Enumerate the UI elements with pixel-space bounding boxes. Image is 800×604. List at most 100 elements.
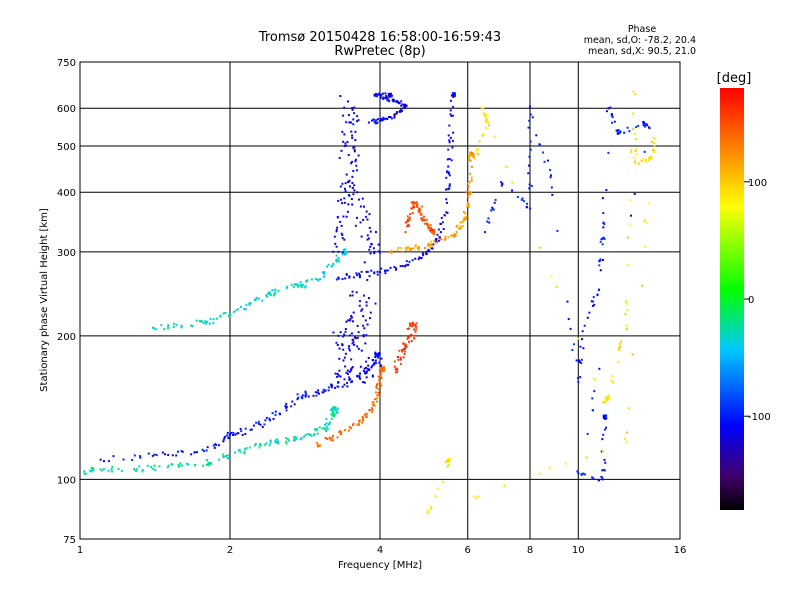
data-point: [422, 218, 425, 221]
data-point: [328, 437, 331, 440]
data-point: [209, 317, 212, 320]
y-tick-label: 300: [57, 248, 76, 259]
data-point: [470, 165, 473, 168]
data-point: [373, 94, 376, 97]
data-point: [335, 260, 338, 263]
data-point: [154, 469, 157, 472]
data-point: [314, 391, 317, 394]
data-point: [426, 250, 429, 253]
data-point: [630, 150, 633, 153]
data-point: [434, 495, 437, 498]
data-point: [625, 431, 628, 434]
data-point: [268, 291, 271, 294]
data-point: [577, 381, 580, 384]
data-point: [269, 419, 272, 422]
data-point: [520, 198, 523, 201]
data-point: [653, 151, 656, 154]
data-point: [155, 328, 158, 331]
data-point: [642, 120, 645, 123]
data-point: [617, 360, 620, 363]
data-point: [634, 149, 637, 152]
data-point: [604, 399, 607, 402]
data-point: [243, 308, 246, 311]
data-point: [365, 376, 368, 379]
data-point: [634, 160, 637, 163]
data-point: [438, 236, 441, 239]
data-point: [543, 160, 546, 163]
data-point: [632, 127, 635, 130]
data-point: [370, 366, 373, 369]
data-point: [363, 367, 366, 370]
data-point: [500, 181, 503, 184]
data-point: [390, 250, 393, 253]
data-point: [249, 428, 252, 431]
data-point: [348, 194, 351, 197]
data-point: [453, 94, 456, 97]
data-point: [350, 316, 353, 319]
data-point: [396, 356, 399, 359]
data-point: [448, 141, 451, 144]
data-point: [411, 201, 414, 204]
data-point: [172, 322, 175, 325]
data-point: [625, 302, 628, 305]
data-point: [354, 139, 357, 142]
data-point: [429, 246, 432, 249]
data-point: [439, 222, 442, 225]
data-point: [313, 428, 316, 431]
data-point: [288, 439, 291, 442]
data-point: [449, 99, 452, 102]
data-point: [290, 283, 293, 286]
data-point: [225, 455, 228, 458]
data-point: [576, 470, 579, 473]
data-point: [201, 464, 204, 467]
data-point: [413, 323, 416, 326]
data-point: [117, 468, 120, 471]
data-point: [269, 293, 272, 296]
data-point: [341, 202, 344, 205]
data-point: [599, 269, 602, 272]
data-point: [637, 124, 640, 127]
data-point: [375, 353, 378, 356]
data-point: [268, 292, 271, 295]
data-point: [366, 238, 369, 241]
data-point: [229, 431, 232, 434]
data-point: [628, 130, 631, 133]
data-point: [446, 158, 449, 161]
data-point: [213, 446, 216, 449]
data-point: [358, 300, 361, 303]
data-point: [235, 432, 238, 435]
data-point: [577, 472, 580, 475]
data-point: [353, 112, 356, 115]
data-point: [444, 238, 447, 241]
data-point: [338, 260, 341, 263]
data-point: [548, 466, 551, 469]
data-point: [331, 414, 334, 417]
data-point: [352, 320, 355, 323]
data-point: [330, 437, 333, 440]
data-point: [374, 302, 377, 305]
data-point: [222, 455, 225, 458]
data-point: [538, 143, 541, 146]
data-point: [447, 165, 450, 168]
data-point: [274, 288, 277, 291]
data-point: [370, 408, 373, 411]
data-point: [427, 224, 430, 227]
data-point: [362, 218, 365, 221]
data-point: [357, 119, 360, 122]
data-point: [379, 383, 382, 386]
data-point: [598, 260, 601, 263]
data-point: [342, 359, 345, 362]
data-point: [390, 251, 393, 254]
data-point: [226, 456, 229, 459]
data-point: [363, 205, 366, 208]
data-point: [602, 212, 605, 215]
data-point: [603, 414, 606, 417]
data-point: [340, 198, 343, 201]
data-point: [217, 444, 220, 447]
data-point: [232, 431, 235, 434]
data-point: [387, 95, 390, 98]
data-point: [611, 116, 614, 119]
data-point: [463, 218, 466, 221]
data-point: [193, 451, 196, 454]
data-point: [343, 197, 346, 200]
